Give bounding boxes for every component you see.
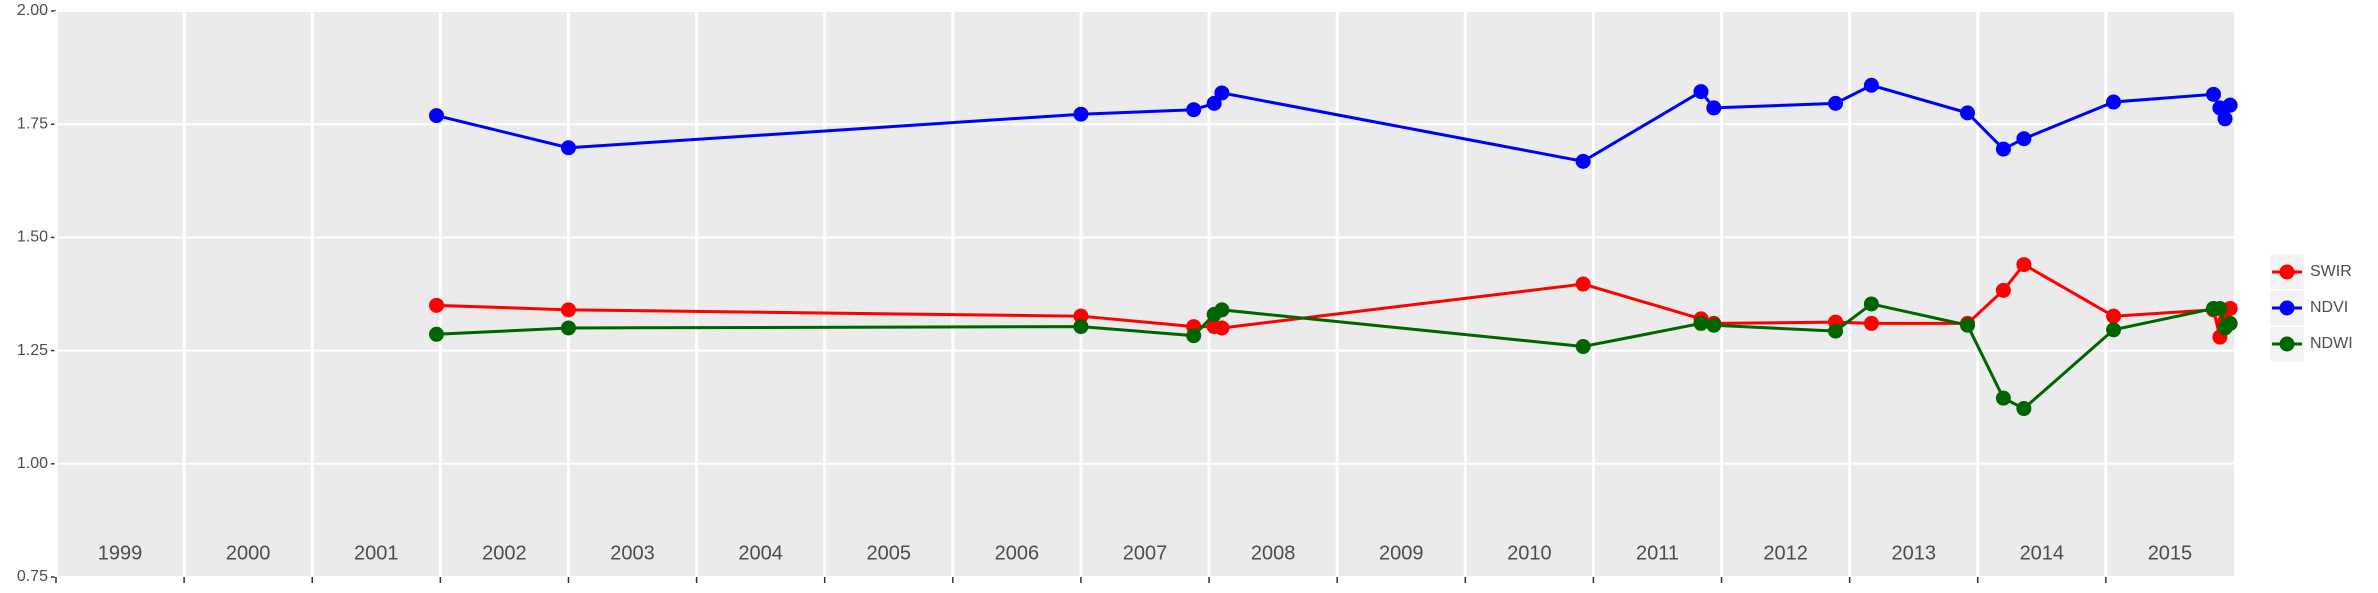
data-point	[1863, 77, 1879, 93]
data-point	[1073, 308, 1089, 324]
data-point	[2222, 300, 2238, 316]
data-point	[1575, 153, 1591, 169]
data-point	[1214, 302, 1230, 318]
data-point	[560, 140, 576, 156]
y-tick-label: 1.25	[17, 342, 48, 359]
x-tick-label: 2007	[1123, 542, 1168, 564]
data-point	[2016, 131, 2032, 147]
data-point	[2016, 257, 2032, 273]
x-tick-label: 2001	[354, 542, 399, 564]
data-point	[1828, 95, 1844, 111]
data-point	[1706, 100, 1722, 116]
x-tick-label: 2008	[1251, 542, 1296, 564]
data-point	[1960, 105, 1976, 121]
y-tick-label: 2.00	[17, 2, 48, 19]
data-point	[1706, 317, 1722, 333]
y-tick-label: 0.75	[17, 568, 48, 585]
data-point	[1693, 315, 1709, 331]
data-point	[1073, 106, 1089, 122]
data-point	[1214, 85, 1230, 101]
data-point	[1863, 296, 1879, 312]
x-tick-label: 2002	[482, 542, 527, 564]
data-point	[2212, 300, 2228, 316]
data-point	[2016, 401, 2032, 417]
legend-point	[2279, 264, 2295, 280]
y-tick-label: 1.50	[17, 229, 48, 246]
x-tick-label: 2003	[610, 542, 655, 564]
data-point	[2217, 111, 2233, 127]
x-tick-label: 2013	[1891, 542, 1936, 564]
data-point	[1186, 328, 1202, 344]
data-point	[2222, 315, 2238, 331]
data-point	[1995, 390, 2011, 406]
data-point	[429, 326, 445, 342]
x-tick-label: 2005	[867, 542, 912, 564]
data-point	[2222, 97, 2238, 113]
x-tick-label: 2015	[2148, 542, 2193, 564]
data-point	[1995, 282, 2011, 298]
data-point	[1575, 339, 1591, 355]
x-tick-label: 2006	[995, 542, 1040, 564]
data-point	[429, 108, 445, 124]
data-point	[2106, 322, 2122, 338]
panel	[56, 11, 2234, 577]
data-point	[2106, 94, 2122, 110]
x-tick-label: 2000	[226, 542, 271, 564]
x-tick-label: 2014	[2020, 542, 2065, 564]
legend-label: NDVI	[2310, 299, 2348, 316]
legend-label: NDWI	[2310, 335, 2353, 352]
data-point	[1863, 315, 1879, 331]
legend-point	[2279, 300, 2295, 316]
data-point	[1693, 84, 1709, 100]
data-point	[560, 320, 576, 336]
data-point	[1186, 102, 1202, 118]
data-point	[429, 297, 445, 313]
data-point	[1073, 319, 1089, 335]
legend-point	[2279, 336, 2295, 352]
data-point	[2206, 86, 2222, 102]
x-tick-label: 1999	[98, 542, 143, 564]
data-point	[1960, 317, 1976, 333]
legend-label: SWIR	[2310, 263, 2352, 280]
data-point	[2106, 308, 2122, 324]
y-tick-label: 1.00	[17, 455, 48, 472]
x-tick-label: 2012	[1763, 542, 1808, 564]
data-point	[560, 302, 576, 318]
data-point	[1214, 320, 1230, 336]
data-point	[1995, 141, 2011, 157]
x-tick-label: 2004	[738, 542, 783, 564]
x-tick-label: 2011	[1636, 542, 1679, 564]
data-point	[1828, 323, 1844, 339]
data-point	[1575, 276, 1591, 292]
data-point	[1206, 95, 1222, 111]
x-tick-label: 2009	[1379, 542, 1424, 564]
y-tick-label: 1.75	[17, 115, 48, 132]
x-tick-label: 2010	[1507, 542, 1552, 564]
